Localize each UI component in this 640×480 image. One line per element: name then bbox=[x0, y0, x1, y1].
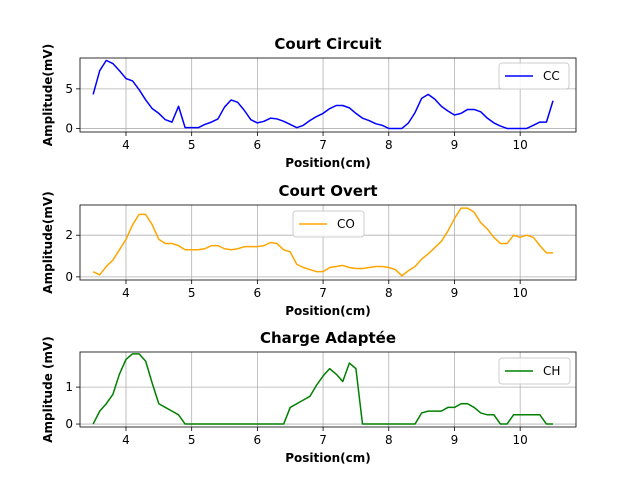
x-tick-label: 10 bbox=[513, 286, 528, 300]
y-tick-label: 0 bbox=[65, 417, 73, 431]
x-tick-label: 9 bbox=[451, 138, 459, 152]
x-tick-label: 8 bbox=[385, 138, 393, 152]
plot-frame bbox=[79, 204, 577, 281]
subplot-2: 4 5 6 7 8 9 10 0 2 Court Overt Position(cm) Amplitu… bbox=[41, 182, 577, 318]
x-tick-label: 8 bbox=[385, 286, 393, 300]
y-tick-label: 0 bbox=[65, 121, 73, 135]
legend: CO bbox=[292, 210, 365, 238]
legend-entry: CO bbox=[337, 217, 355, 231]
x-tick-label: 10 bbox=[513, 138, 528, 152]
y-tick-label: 0 bbox=[65, 270, 73, 284]
series-line-ch bbox=[92, 353, 554, 425]
subplot-3: 4 5 6 7 8 9 10 0 1 Charge Adaptée Position(cm) Ampl… bbox=[41, 329, 577, 465]
plot-frame bbox=[79, 57, 577, 133]
legend-entry: CH bbox=[543, 364, 560, 378]
y-tick-label: 5 bbox=[65, 82, 73, 96]
x-tick-label: 6 bbox=[254, 138, 262, 152]
subplot-title: Court Overt bbox=[278, 182, 377, 200]
subplot-title: Charge Adaptée bbox=[260, 329, 396, 347]
x-tick-label: 10 bbox=[513, 433, 528, 447]
x-tick-label: 4 bbox=[122, 433, 130, 447]
x-tick-label: 6 bbox=[254, 433, 262, 447]
x-axis-label: Position(cm) bbox=[285, 156, 371, 170]
legend: CH bbox=[498, 357, 571, 385]
x-tick-label: 7 bbox=[319, 433, 327, 447]
legend-entry: CC bbox=[543, 69, 560, 83]
legend-box bbox=[498, 62, 570, 90]
y-tick-label: 2 bbox=[65, 228, 73, 242]
subplot-1: 4 5 6 7 8 9 10 0 5 Court Circuit Position(cm) Ampli… bbox=[41, 35, 577, 170]
x-tick-label: 7 bbox=[319, 286, 327, 300]
series-line-co bbox=[92, 207, 554, 277]
x-tick-label: 8 bbox=[385, 433, 393, 447]
y-tick-label: 1 bbox=[65, 380, 73, 394]
legend-box bbox=[292, 210, 365, 238]
x-tick-label: 9 bbox=[451, 433, 459, 447]
series-line-cc bbox=[92, 59, 554, 130]
x-tick-label: 5 bbox=[188, 138, 196, 152]
legend-box bbox=[498, 357, 571, 385]
x-tick-label: 7 bbox=[319, 138, 327, 152]
x-tick-label: 4 bbox=[122, 286, 130, 300]
plot-frame bbox=[79, 351, 577, 428]
x-tick-label: 5 bbox=[188, 286, 196, 300]
x-tick-label: 4 bbox=[122, 138, 130, 152]
x-axis-label: Position(cm) bbox=[285, 451, 371, 465]
x-axis-label: Position(cm) bbox=[285, 304, 371, 318]
y-axis-label: Amplitude(mV) bbox=[41, 44, 55, 146]
subplot-title: Court Circuit bbox=[274, 35, 381, 53]
x-tick-label: 5 bbox=[188, 433, 196, 447]
y-axis-label: Amplitude(mV) bbox=[41, 191, 55, 293]
legend: CC bbox=[498, 62, 570, 90]
x-tick-label: 6 bbox=[254, 286, 262, 300]
y-axis-label: Amplitude (mV) bbox=[41, 336, 55, 443]
x-tick-label: 9 bbox=[451, 286, 459, 300]
